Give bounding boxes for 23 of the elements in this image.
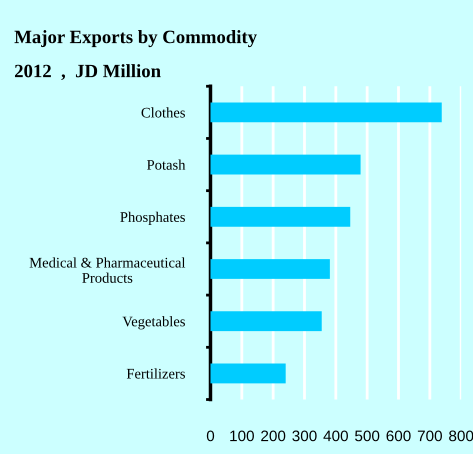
- x-tick-label: 700: [418, 430, 442, 442]
- x-tick-label: 100: [230, 430, 254, 442]
- chart-title: Major Exports by Commodity: [14, 30, 257, 48]
- bar: [210, 102, 442, 122]
- bar: [210, 154, 361, 174]
- x-tick-label: 800: [449, 430, 473, 442]
- bar: [210, 363, 286, 384]
- bar: [210, 311, 322, 332]
- x-tick-label: 300: [292, 430, 317, 442]
- x-tick-label: 200: [261, 430, 286, 442]
- bar: [210, 259, 330, 279]
- y-tick-label: Clothes: [142, 107, 185, 118]
- bar: [210, 206, 350, 227]
- x-tick-label: 500: [355, 430, 380, 442]
- chart-subtitle: 2012 , JD Million: [14, 64, 161, 80]
- y-tick-label: Medical & Pharmaceutical Products: [30, 257, 186, 283]
- y-tick-label: Potash: [147, 160, 186, 170]
- x-tick-label: 0: [206, 430, 214, 442]
- y-tick-label: Vegetables: [122, 316, 185, 330]
- x-tick-label: 400: [323, 430, 348, 442]
- x-tick-label: 600: [386, 430, 411, 442]
- y-tick-label: Fertilizers: [126, 368, 185, 379]
- y-tick-label: Phosphates: [120, 212, 185, 225]
